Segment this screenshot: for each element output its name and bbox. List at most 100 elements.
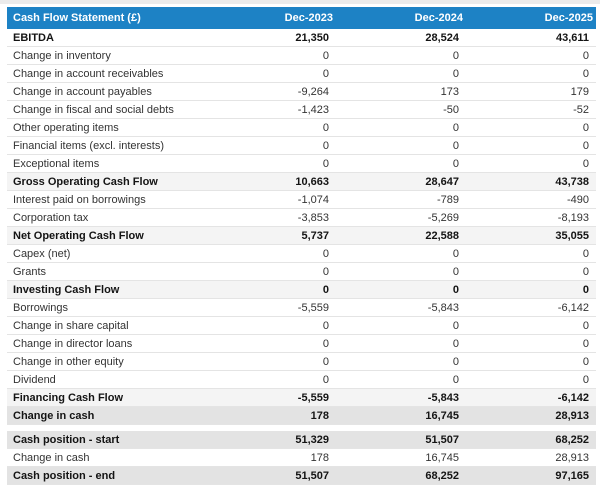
row-value: 28,647 (425, 175, 459, 188)
table-row: Change in cash 178 16,745 28,913 (7, 449, 596, 467)
row-value: -5,559 (297, 301, 329, 314)
row-value: 0 (582, 373, 589, 386)
row-value: -9,264 (297, 85, 329, 98)
row-value: 0 (582, 355, 589, 368)
row-value: 0 (582, 283, 589, 296)
row-value: 0 (322, 247, 329, 260)
row-value: -50 (443, 103, 459, 116)
row-value: 0 (452, 67, 459, 80)
table-row: Grants 0 0 0 (7, 263, 596, 281)
row-value: 0 (452, 337, 459, 350)
row-label: Change in share capital (13, 319, 129, 332)
row-value: 43,738 (555, 175, 589, 188)
row-value: 179 (570, 85, 589, 98)
row-value: -3,853 (297, 211, 329, 224)
row-value: 51,507 (425, 433, 459, 446)
row-value: -1,074 (297, 193, 329, 206)
column-header-dec-2023: Dec-2023 (284, 12, 333, 24)
table-row: Gross Operating Cash Flow 10,663 28,647 43,… (7, 173, 596, 191)
row-value: 0 (322, 139, 329, 152)
table-row: Exceptional items 0 0 0 (7, 155, 596, 173)
row-label: Gross Operating Cash Flow (13, 175, 158, 188)
table-row: Change in other equity 0 0 0 (7, 353, 596, 371)
column-header-dec-2024: Dec-2024 (414, 12, 463, 24)
row-label: Dividend (13, 373, 56, 386)
row-value: 178 (310, 451, 329, 464)
row-value: 0 (582, 247, 589, 260)
row-value: 0 (452, 355, 459, 368)
table-row: Dividend 0 0 0 (7, 371, 596, 389)
row-value: -8,193 (557, 211, 589, 224)
row-value: 28,524 (425, 31, 459, 44)
table-row: Corporation tax -3,853 -5,269 -8,193 (7, 209, 596, 227)
row-label: Exceptional items (13, 157, 100, 170)
row-value: 16,745 (425, 451, 459, 464)
row-value: 0 (322, 283, 329, 296)
table-row: Interest paid on borrowings -1,074 -789 -49… (7, 191, 596, 209)
row-value: 0 (582, 265, 589, 278)
row-value: 5,737 (301, 229, 329, 242)
table-row: Investing Cash Flow 0 0 0 (7, 281, 596, 299)
row-value: -490 (566, 193, 589, 206)
row-value: 10,663 (295, 175, 329, 188)
row-value: -6,142 (557, 391, 589, 404)
row-value: 0 (582, 139, 589, 152)
table-title: Cash Flow Statement (£) (13, 12, 141, 24)
row-label: Change in cash (13, 409, 95, 422)
row-label: Cash position - start (13, 433, 120, 446)
table-row: Capex (net) 0 0 0 (7, 245, 596, 263)
row-label: Net Operating Cash Flow (13, 229, 144, 242)
row-value: 0 (582, 337, 589, 350)
row-value: 43,611 (555, 31, 589, 44)
row-label: Change in other equity (13, 355, 124, 368)
row-value: 35,055 (555, 229, 589, 242)
row-label: Capex (net) (13, 247, 71, 260)
table-row: Change in director loans 0 0 0 (7, 335, 596, 353)
row-value: 0 (322, 337, 329, 350)
table-row: Change in account receivables 0 0 0 (7, 65, 596, 83)
row-value: 22,588 (425, 229, 459, 242)
row-value: 0 (322, 67, 329, 80)
table-section-gap (7, 425, 596, 431)
row-label: Other operating items (13, 121, 119, 134)
row-value: 0 (452, 373, 459, 386)
row-value: 0 (582, 67, 589, 80)
row-value: 28,913 (555, 451, 589, 464)
row-value: 0 (452, 49, 459, 62)
row-label: Change in fiscal and social debts (13, 103, 174, 116)
row-label: Cash position - end (13, 469, 116, 482)
row-value: 51,329 (295, 433, 329, 446)
row-value: -52 (573, 103, 589, 116)
row-value: -5,269 (427, 211, 459, 224)
row-value: 68,252 (555, 433, 589, 446)
table-row: Change in cash 178 16,745 28,913 (7, 407, 596, 425)
row-label: Change in account receivables (13, 67, 164, 80)
row-value: 0 (582, 319, 589, 332)
table-row: Financing Cash Flow -5,559 -5,843 -6,142 (7, 389, 596, 407)
row-value: 0 (452, 139, 459, 152)
table-body: EBITDA 21,350 28,524 43,611 Change in invent… (7, 29, 596, 485)
row-value: 21,350 (295, 31, 329, 44)
row-label: Financial items (excl. interests) (13, 139, 164, 152)
row-label: Change in director loans (13, 337, 133, 350)
row-value: 0 (452, 319, 459, 332)
row-label: Change in inventory (13, 49, 111, 62)
row-value: 97,165 (555, 469, 589, 482)
row-value: 178 (310, 409, 329, 422)
table-row: Change in fiscal and social debts -1,423 -… (7, 101, 596, 119)
table-row: Cash position - end 51,507 68,252 97,165 (7, 467, 596, 485)
table-row: Cash position - start 51,329 51,507 68,252 (7, 431, 596, 449)
row-value: 28,913 (555, 409, 589, 422)
row-value: 0 (322, 355, 329, 368)
row-value: 0 (582, 49, 589, 62)
row-value: 0 (582, 121, 589, 134)
row-label: Change in account payables (13, 85, 152, 98)
table-row: Change in share capital 0 0 0 (7, 317, 596, 335)
table-header-row: Cash Flow Statement (£) Dec-2023 Dec-202… (7, 7, 596, 29)
cash-flow-table: Cash Flow Statement (£) Dec-2023 Dec-202… (7, 7, 596, 485)
row-value: 0 (452, 121, 459, 134)
table-row: Net Operating Cash Flow 5,737 22,588 35,055 (7, 227, 596, 245)
row-label: Corporation tax (13, 211, 89, 224)
row-value: -1,423 (297, 103, 329, 116)
row-label: Investing Cash Flow (13, 283, 120, 296)
